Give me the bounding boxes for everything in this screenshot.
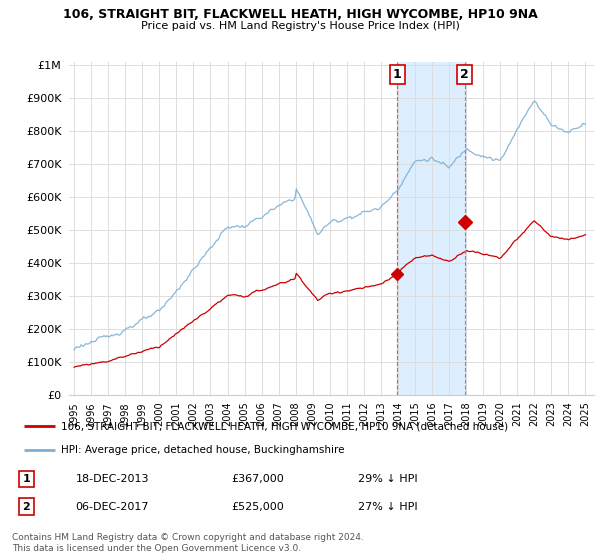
Text: 106, STRAIGHT BIT, FLACKWELL HEATH, HIGH WYCOMBE, HP10 9NA: 106, STRAIGHT BIT, FLACKWELL HEATH, HIGH… [62,8,538,21]
Text: Price paid vs. HM Land Registry's House Price Index (HPI): Price paid vs. HM Land Registry's House … [140,21,460,31]
Text: £367,000: £367,000 [231,474,284,484]
Text: 18-DEC-2013: 18-DEC-2013 [76,474,149,484]
Bar [397,62,465,395]
Text: 29% ↓ HPI: 29% ↓ HPI [358,474,417,484]
Text: 1: 1 [23,474,30,484]
Text: £525,000: £525,000 [231,502,284,512]
Text: HPI: Average price, detached house, Buckinghamshire: HPI: Average price, detached house, Buck… [61,445,344,455]
Text: 27% ↓ HPI: 27% ↓ HPI [358,502,417,512]
Text: Contains HM Land Registry data © Crown copyright and database right 2024.
This d: Contains HM Land Registry data © Crown c… [12,533,364,553]
Text: 2: 2 [23,502,30,512]
Text: 2: 2 [460,68,469,81]
Text: 06-DEC-2017: 06-DEC-2017 [76,502,149,512]
Text: 106, STRAIGHT BIT, FLACKWELL HEATH, HIGH WYCOMBE, HP10 9NA (detached house): 106, STRAIGHT BIT, FLACKWELL HEATH, HIGH… [61,421,508,431]
Text: 1: 1 [393,68,401,81]
